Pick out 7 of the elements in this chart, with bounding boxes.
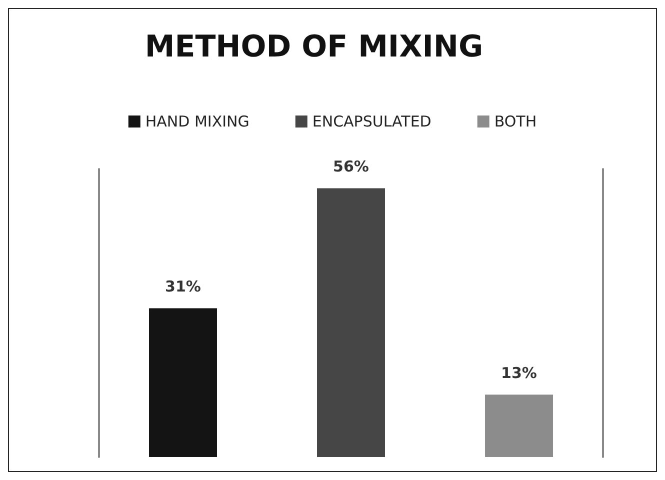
chart-title: METHOD OF MIXING <box>144 30 484 64</box>
data-label: 31% <box>165 278 201 296</box>
data-label: 56% <box>333 158 369 176</box>
legend-label: BOTH <box>494 112 537 130</box>
legend-label: ENCAPSULATED <box>312 112 432 130</box>
legend-label: HAND MIXING <box>145 112 250 130</box>
data-label: 13% <box>501 364 537 382</box>
